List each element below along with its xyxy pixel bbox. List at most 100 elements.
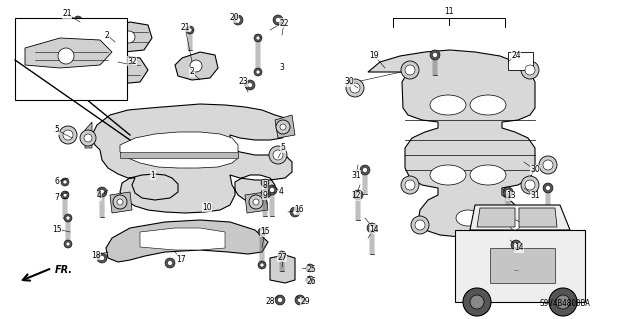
Text: 32: 32 [127,56,137,65]
Polygon shape [175,52,218,80]
Circle shape [64,240,72,248]
Circle shape [236,18,241,23]
Polygon shape [92,104,292,213]
Text: 15: 15 [260,227,270,236]
Circle shape [273,15,283,25]
Circle shape [280,253,284,257]
Polygon shape [106,220,268,262]
Circle shape [353,190,363,200]
Circle shape [263,191,267,195]
Text: 15: 15 [52,225,62,234]
Circle shape [245,80,255,90]
Text: 21: 21 [180,23,189,32]
Circle shape [539,156,557,174]
Circle shape [506,189,511,195]
Ellipse shape [430,95,466,115]
Circle shape [269,146,287,164]
Circle shape [525,180,535,190]
Circle shape [256,70,260,74]
Circle shape [545,186,550,190]
Circle shape [59,126,77,144]
Circle shape [543,183,553,193]
Circle shape [405,180,415,190]
Circle shape [249,195,263,209]
Circle shape [511,240,521,250]
Circle shape [415,220,425,230]
Text: 5: 5 [280,144,285,152]
Polygon shape [120,152,238,158]
Circle shape [258,261,266,269]
Text: 14: 14 [369,225,379,234]
Circle shape [401,176,419,194]
Polygon shape [90,55,148,84]
Circle shape [233,15,243,25]
Circle shape [117,199,123,205]
Polygon shape [120,132,238,168]
Circle shape [346,79,364,97]
Ellipse shape [470,95,506,115]
Circle shape [308,266,312,270]
Text: 24: 24 [511,50,521,60]
Text: 26: 26 [306,278,316,286]
Circle shape [263,181,267,185]
Circle shape [463,288,491,316]
Circle shape [254,34,262,42]
Circle shape [269,188,275,192]
Circle shape [66,216,70,220]
Circle shape [510,220,520,230]
Circle shape [306,264,314,272]
Text: 11: 11 [444,6,454,16]
Circle shape [556,295,570,309]
Circle shape [76,18,80,22]
Text: 25: 25 [306,265,316,275]
Circle shape [58,48,74,64]
Circle shape [63,193,67,197]
Circle shape [430,50,440,60]
Circle shape [506,216,524,234]
Polygon shape [368,50,535,237]
Text: 1: 1 [150,170,156,180]
Text: 27: 27 [277,253,287,262]
Polygon shape [470,205,570,230]
Text: S9V4B4800BA: S9V4B4800BA [539,299,590,308]
Circle shape [369,226,374,231]
Circle shape [503,187,513,197]
Text: 2: 2 [104,31,109,40]
Circle shape [61,191,69,199]
Circle shape [549,288,577,316]
Text: 17: 17 [176,255,186,263]
Circle shape [190,60,202,72]
Circle shape [278,251,286,259]
Circle shape [405,65,415,75]
Circle shape [513,242,518,248]
Circle shape [123,31,135,43]
Text: 29: 29 [300,298,310,307]
Text: 5: 5 [54,125,60,135]
Polygon shape [85,122,92,148]
Circle shape [80,130,96,146]
Text: 31: 31 [351,170,361,180]
Polygon shape [105,22,152,52]
Text: 19: 19 [369,50,379,60]
Polygon shape [270,255,295,283]
Circle shape [63,180,67,184]
Circle shape [350,83,360,93]
Circle shape [521,61,539,79]
Text: 4: 4 [97,191,101,201]
Circle shape [308,278,312,282]
Text: 30: 30 [344,78,354,86]
Circle shape [97,187,107,197]
Circle shape [258,228,266,236]
Text: 8: 8 [262,181,268,189]
Text: 4: 4 [278,188,284,197]
Circle shape [99,256,104,261]
Polygon shape [25,38,112,68]
Text: FR.: FR. [55,265,73,275]
Circle shape [525,65,535,75]
Text: 21: 21 [62,10,72,19]
Circle shape [298,298,303,302]
Circle shape [275,295,285,305]
Circle shape [267,185,277,195]
Circle shape [61,178,69,186]
Circle shape [521,176,539,194]
